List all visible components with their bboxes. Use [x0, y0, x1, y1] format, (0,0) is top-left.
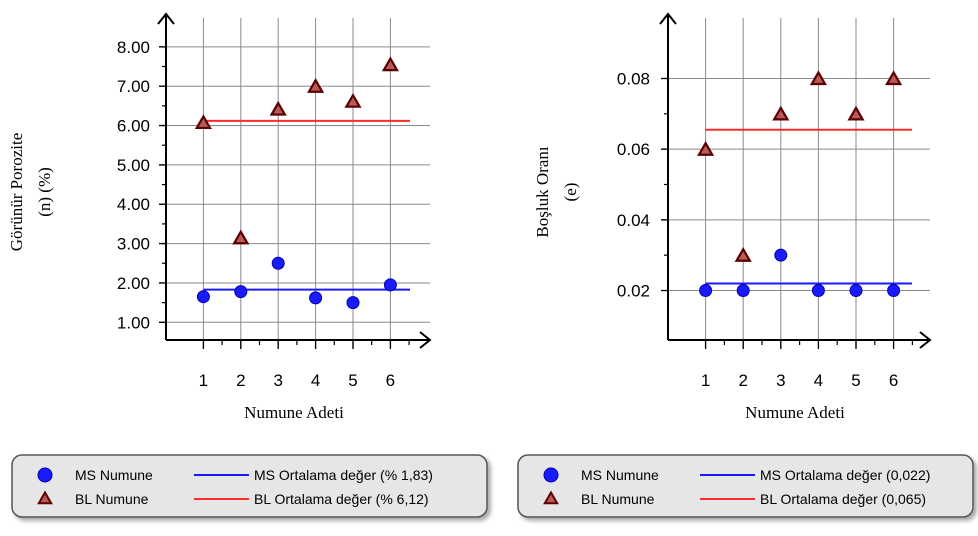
x-tick-label: 3 [776, 371, 785, 390]
ms-data-point [811, 284, 825, 298]
legend-ms-mean-label: MS Ortalama değer (0,022) [760, 467, 930, 483]
y-axis-label: Görünür Porozite [7, 133, 26, 252]
x-tick-label: 5 [348, 371, 357, 390]
y-axis-label: Boşluk Oranı [533, 146, 552, 237]
x-tick-label: 5 [851, 371, 860, 390]
x-tick-label: 4 [311, 371, 320, 390]
legend: MS Numune BL Numune MS Ortalama değer (% 1… [11, 454, 488, 518]
y-tick-label: 3.00 [117, 235, 150, 254]
ms-data-point [309, 291, 323, 305]
x-tick-label: 1 [701, 371, 710, 390]
y-axis-arrow [659, 12, 677, 25]
ms-data-point [887, 284, 901, 298]
y-tick-label: 0.04 [617, 211, 650, 230]
bl-data-point [734, 246, 752, 262]
porosity-chart: 1.00 2.00 3.00 4.00 5.00 6.00 7.00 8.00 1 2 3 4 5 6 Nu… [7, 12, 488, 518]
bl-data-point [847, 105, 865, 121]
legend-ms-mean-label: MS Ortalama değer (% 1,83) [254, 467, 433, 483]
bl-data-point [809, 70, 827, 86]
legend-ms-label: MS Numune [581, 467, 659, 483]
y-axis-label-unit: (e) [561, 183, 580, 202]
y-tick-label: 5.00 [117, 156, 150, 175]
bl-data-point [885, 70, 903, 86]
void-ratio-chart: 0.02 0.04 0.06 0.08 1 2 3 4 5 6 Numune Adeti Boşluk… [517, 12, 974, 518]
y-tick-label: 6.00 [117, 117, 150, 136]
bl-data-point [697, 140, 715, 156]
x-tick-label: 3 [273, 371, 282, 390]
legend-bl-mean-label: BL Ortalama değer (% 6,12) [254, 491, 429, 507]
x-tick-label: 2 [738, 371, 747, 390]
x-tick-label: 4 [814, 371, 823, 390]
y-tick-label: 2.00 [117, 274, 150, 293]
bl-data-point [232, 229, 250, 245]
ms-data-point [234, 285, 248, 299]
x-axis-arrow [419, 331, 432, 349]
legend-bl-label: BL Numune [75, 491, 149, 507]
y-tick-label: 8.00 [117, 38, 150, 57]
legend: MS Numune BL Numune MS Ortalama değer (0,0… [517, 454, 974, 518]
legend-bl-symbol [543, 490, 559, 505]
y-tick-label: 0.02 [617, 282, 650, 301]
x-axis-label: Numune Adeti [244, 403, 344, 422]
x-tick-label: 6 [889, 371, 898, 390]
ms-data-point [849, 284, 863, 298]
bl-data-point [194, 114, 212, 130]
y-tick-label: 7.00 [117, 77, 150, 96]
legend-box [11, 454, 488, 518]
legend-ms-symbol [543, 467, 559, 483]
bl-data-point [381, 56, 399, 72]
y-tick-label: 4.00 [117, 195, 150, 214]
ms-data-point [346, 296, 360, 310]
y-tick-label: 1.00 [117, 313, 150, 332]
ms-data-point [271, 256, 285, 270]
legend-bl-mean-label: BL Ortalama değer (0,065) [760, 491, 926, 507]
x-axis-arrow [919, 331, 932, 349]
bl-data-point [307, 77, 325, 93]
x-tick-label: 1 [199, 371, 208, 390]
ms-data-point [383, 278, 397, 292]
legend-box [517, 454, 974, 518]
ms-data-point [736, 284, 750, 298]
y-tick-label: 0.08 [617, 69, 650, 88]
legend-bl-symbol [37, 490, 53, 505]
legend-ms-label: MS Numune [75, 467, 153, 483]
ms-data-point [196, 290, 210, 304]
legend-bl-label: BL Numune [581, 491, 655, 507]
bl-data-point [772, 105, 790, 121]
ms-data-point [774, 248, 788, 262]
ms-data-point [699, 284, 713, 298]
legend-ms-symbol [37, 467, 53, 483]
y-axis-label-unit: (n) (%) [35, 167, 54, 217]
y-tick-label: 0.06 [617, 140, 650, 159]
bl-data-point [269, 100, 287, 116]
y-axis-arrow [157, 12, 175, 25]
x-axis-label: Numune Adeti [745, 403, 845, 422]
x-tick-label: 6 [386, 371, 395, 390]
x-tick-label: 2 [236, 371, 245, 390]
bl-data-point [344, 92, 362, 108]
